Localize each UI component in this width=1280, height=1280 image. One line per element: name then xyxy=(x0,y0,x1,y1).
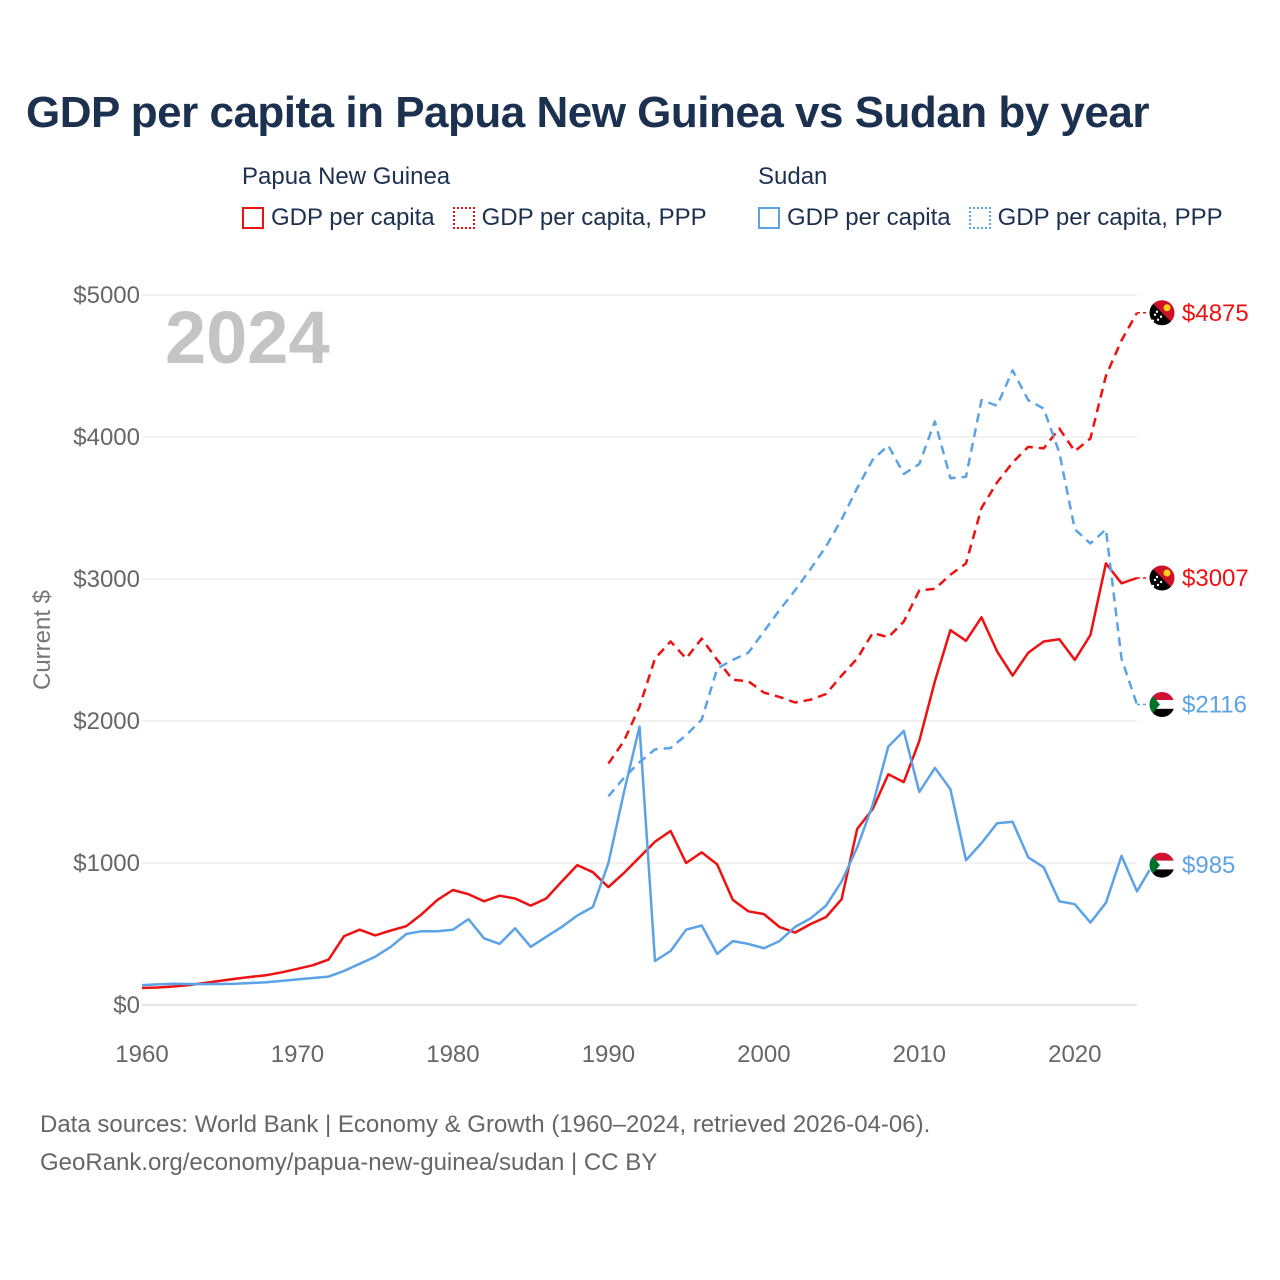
flag-star xyxy=(1155,575,1159,579)
year-watermark: 2024 xyxy=(165,296,330,379)
flag-star xyxy=(1155,310,1159,313)
y-tick-label: $4000 xyxy=(73,424,140,451)
end-value-label: $4875 xyxy=(1182,300,1249,327)
flag-stripe-black xyxy=(1149,708,1175,718)
chart-title: GDP per capita in Papua New Guinea vs Su… xyxy=(26,88,1149,137)
y-tick-label: $5000 xyxy=(73,282,140,309)
flag-fill xyxy=(1149,299,1175,326)
legend-swatch-solid-icon xyxy=(758,207,780,229)
flag-fill xyxy=(1149,852,1175,879)
flag-bird xyxy=(1163,304,1171,312)
y-tick-label: $0 xyxy=(113,992,140,1019)
flag-bird xyxy=(1163,569,1171,577)
flag-star xyxy=(1153,313,1157,316)
legend-label: GDP per capita xyxy=(787,204,951,231)
legend-group-papua-new-guinea: Papua New Guinea GDP per capita GDP per … xyxy=(242,162,725,232)
flag-star xyxy=(1159,580,1163,584)
flag-star xyxy=(1153,578,1157,582)
flag-star xyxy=(1156,583,1160,587)
y-tick-label: $2000 xyxy=(73,708,140,735)
papua-new-guinea-flag-icon xyxy=(1148,299,1176,327)
flag-triangle-green xyxy=(1149,691,1160,718)
grid-layer xyxy=(142,294,1137,1006)
flag-fill xyxy=(1149,691,1175,718)
legend-item-png-gdp[interactable]: GDP per capita xyxy=(242,204,435,232)
footer-sources: Data sources: World Bank | Economy & Gro… xyxy=(40,1111,931,1138)
x-tick-label: 1960 xyxy=(115,1041,168,1068)
legend-swatch-dotted-icon xyxy=(968,207,991,229)
flag-stripe-black xyxy=(1149,869,1175,879)
flag-star xyxy=(1159,315,1163,318)
y-axis-label: Current $ xyxy=(29,590,56,690)
flag-ring xyxy=(1148,299,1176,327)
footer: Data sources: World Bank | Economy & Gro… xyxy=(40,1106,930,1182)
flag-triangle-green xyxy=(1149,852,1160,879)
end-value-label: $985 xyxy=(1182,852,1235,879)
series-line-sudan-gdp-per-capita-ppp xyxy=(607,369,1139,798)
flag-stripe-red xyxy=(1149,691,1175,701)
x-tick-label: 2020 xyxy=(1048,1041,1101,1068)
legend-group-sudan: Sudan GDP per capita GDP per capita, PPP xyxy=(758,162,1241,232)
papua-new-guinea-flag-icon xyxy=(1148,564,1176,592)
legend-label: GDP per capita, PPP xyxy=(481,204,707,231)
axis-layer: $0 $1000 $2000 $3000 $4000 $5000 1960 1970 1980 1… xyxy=(73,282,1101,1068)
legend-swatch-solid-icon xyxy=(242,207,264,229)
footer-link[interactable]: GeoRank.org/economy/papua-new-guinea/sud… xyxy=(40,1149,658,1176)
flag-stripe-white xyxy=(1149,860,1175,870)
legend-item-png-gdp-ppp[interactable]: GDP per capita, PPP xyxy=(452,204,707,232)
legend-item-sudan-gdp-ppp[interactable]: GDP per capita, PPP xyxy=(968,204,1223,232)
x-tick-label: 1990 xyxy=(582,1041,635,1068)
legend-label: GDP per capita, PPP xyxy=(997,204,1223,231)
y-tick-label: $1000 xyxy=(73,850,140,877)
flag-ring xyxy=(1148,564,1176,592)
legend-item-sudan-gdp[interactable]: GDP per capita xyxy=(758,204,951,232)
legend-heading-sudan: Sudan xyxy=(758,163,828,190)
series-line-papua-new-guinea-gdp-per-capita xyxy=(141,562,1138,990)
flag-fill xyxy=(1149,565,1175,592)
legend-label: GDP per capita xyxy=(271,204,435,231)
flag-stripe-white xyxy=(1149,700,1175,710)
flag-ring xyxy=(1148,851,1176,879)
end-value-label: $3007 xyxy=(1182,565,1249,592)
legend-heading-papua-new-guinea: Papua New Guinea xyxy=(242,163,451,190)
x-tick-label: 2010 xyxy=(893,1041,946,1068)
sudan-flag-icon xyxy=(1148,851,1176,879)
legend-swatch-dotted-icon xyxy=(452,207,475,229)
endpoint-layer: $3007 $4875 $985 $2116 xyxy=(1137,299,1249,879)
end-value-label: $2116 xyxy=(1182,692,1247,719)
series-line-papua-new-guinea-gdp-per-capita-ppp xyxy=(607,312,1139,765)
flag-ring xyxy=(1148,691,1176,719)
x-tick-label: 2000 xyxy=(737,1041,790,1068)
series-layer xyxy=(141,312,1154,990)
x-tick-label: 1980 xyxy=(426,1041,479,1068)
x-tick-label: 1970 xyxy=(271,1041,324,1068)
flag-star xyxy=(1156,318,1160,321)
sudan-flag-icon xyxy=(1148,691,1176,719)
y-tick-label: $3000 xyxy=(73,566,140,593)
flag-stripe-red xyxy=(1149,852,1175,862)
series-line-sudan-gdp-per-capita xyxy=(141,725,1154,987)
